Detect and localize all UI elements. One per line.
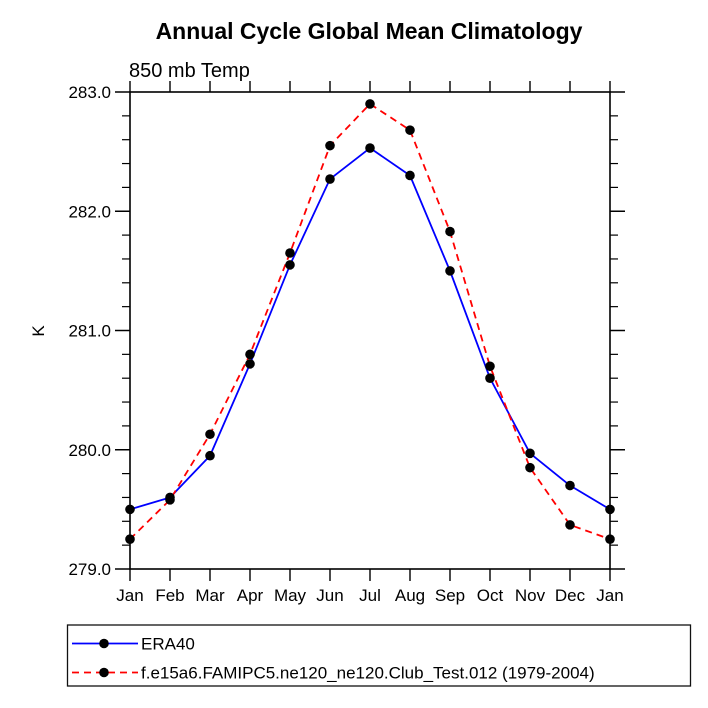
legend-box: [66, 624, 692, 687]
series-line-era40: [129, 147, 611, 511]
legend-label-model: f.e15a6.FAMIPC5.ne120_ne120.Club_Test.01…: [141, 664, 595, 683]
legend: ERA40 f.e15a6.FAMIPC5.ne120_ne120.Club_T…: [66, 624, 692, 687]
x-tick-label: Dec: [555, 586, 586, 605]
legend-item-model: f.e15a6.FAMIPC5.ne120_ne120.Club_Test.01…: [72, 664, 595, 683]
data-point-model: [565, 520, 575, 530]
data-point-era40: [485, 373, 495, 384]
plot-frame: [129, 91, 611, 570]
data-point-model: [485, 361, 495, 372]
data-point-model: [445, 226, 455, 237]
data-point-era40: [325, 174, 335, 184]
x-tick-label: Oct: [477, 586, 504, 605]
data-point-model: [365, 99, 375, 109]
x-tick-label: May: [274, 586, 307, 605]
data-point-era40: [365, 143, 375, 153]
data-point-model: [325, 140, 335, 151]
x-tick-label: Jan: [116, 586, 143, 605]
data-point-era40: [245, 359, 255, 369]
x-tick-label: Sep: [435, 586, 465, 605]
data-point-model: [125, 534, 135, 544]
data-point-era40: [525, 448, 535, 459]
data-point-era40: [565, 480, 575, 491]
data-point-model: [205, 429, 215, 440]
data-point-era40: [605, 504, 615, 515]
x-tick-label: Nov: [515, 586, 546, 605]
x-tick-label: Feb: [155, 586, 184, 605]
x-tick-label: Jul: [359, 586, 381, 605]
data-point-era40: [405, 170, 415, 181]
data-point-model: [285, 248, 295, 258]
x-tick-label: Jun: [316, 586, 343, 605]
data-point-model: [605, 534, 615, 544]
data-point-era40: [125, 504, 135, 515]
x-tick-label: Apr: [237, 586, 264, 605]
series-line-model: [129, 103, 611, 541]
y-tick-label: 280.0: [68, 441, 111, 460]
axes-and-ticks: Jan Feb Mar Apr May Jun Jul Aug Sep Oct Nov Dec Jan 2…: [68, 81, 625, 605]
x-tick-label: Aug: [395, 586, 425, 605]
chart-subtitle: 850 mb Temp: [129, 60, 250, 82]
data-point-era40: [285, 260, 295, 270]
y-tick-label: 281.0: [68, 322, 111, 341]
data-point-era40: [205, 450, 215, 461]
data-point-model: [165, 495, 175, 505]
data-series: [125, 99, 615, 544]
y-axis-label: K: [29, 325, 48, 337]
legend-label-era40: ERA40: [141, 635, 195, 654]
legend-item-era40: ERA40: [72, 635, 195, 654]
y-tick-label: 282.0: [68, 202, 111, 221]
legend-marker-model-dot-icon: [99, 667, 109, 678]
data-point-model: [525, 462, 535, 473]
data-point-model: [245, 349, 255, 360]
data-point-model: [405, 125, 415, 135]
x-tick-label: Mar: [195, 586, 225, 605]
chart-title: Annual Cycle Global Mean Climatology: [156, 18, 583, 44]
legend-marker-era40-dot-icon: [99, 638, 109, 649]
x-tick-label: Jan: [596, 586, 623, 605]
y-tick-label: 279.0: [68, 560, 111, 579]
data-point-era40: [445, 266, 455, 276]
y-tick-label: 283.0: [68, 83, 111, 102]
